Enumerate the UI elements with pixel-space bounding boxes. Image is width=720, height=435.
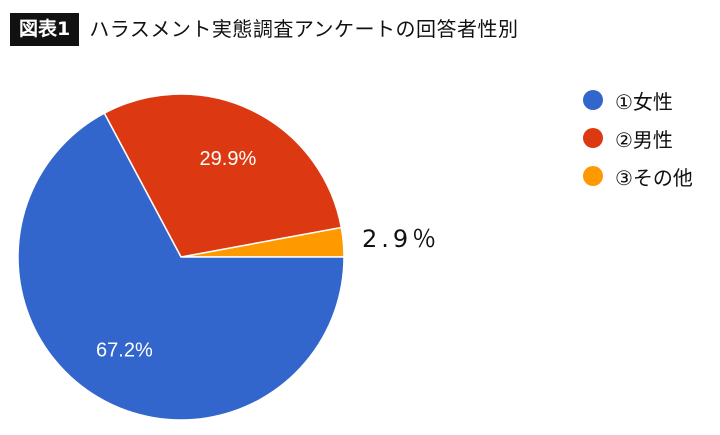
legend-swatch-female (583, 90, 603, 110)
slice-label-female: 67.2% (96, 340, 153, 362)
slice-label-male: 29.9% (200, 148, 257, 170)
legend-label-other: ③その他 (615, 165, 693, 190)
figure-label: 図表1 (10, 12, 80, 46)
slice-label-other: 2.9％ (362, 225, 440, 253)
legend-swatch-male (583, 128, 603, 148)
chart-title: ハラスメント実態調査アンケートの回答者性別 (89, 17, 519, 41)
legend-swatch-other (583, 166, 603, 186)
slice-female (17, 112, 345, 421)
legend: ①女性 ②男性 ③その他 (583, 88, 693, 202)
legend-item-female: ①女性 (583, 88, 693, 114)
legend-item-other: ③その他 (583, 164, 693, 190)
legend-label-female: ①女性 (615, 89, 673, 114)
legend-label-male: ②男性 (615, 127, 673, 152)
chart-header: 図表1 ハラスメント実態調査アンケートの回答者性別 (10, 12, 519, 46)
legend-item-male: ②男性 (583, 126, 693, 152)
slice-male (103, 93, 343, 258)
